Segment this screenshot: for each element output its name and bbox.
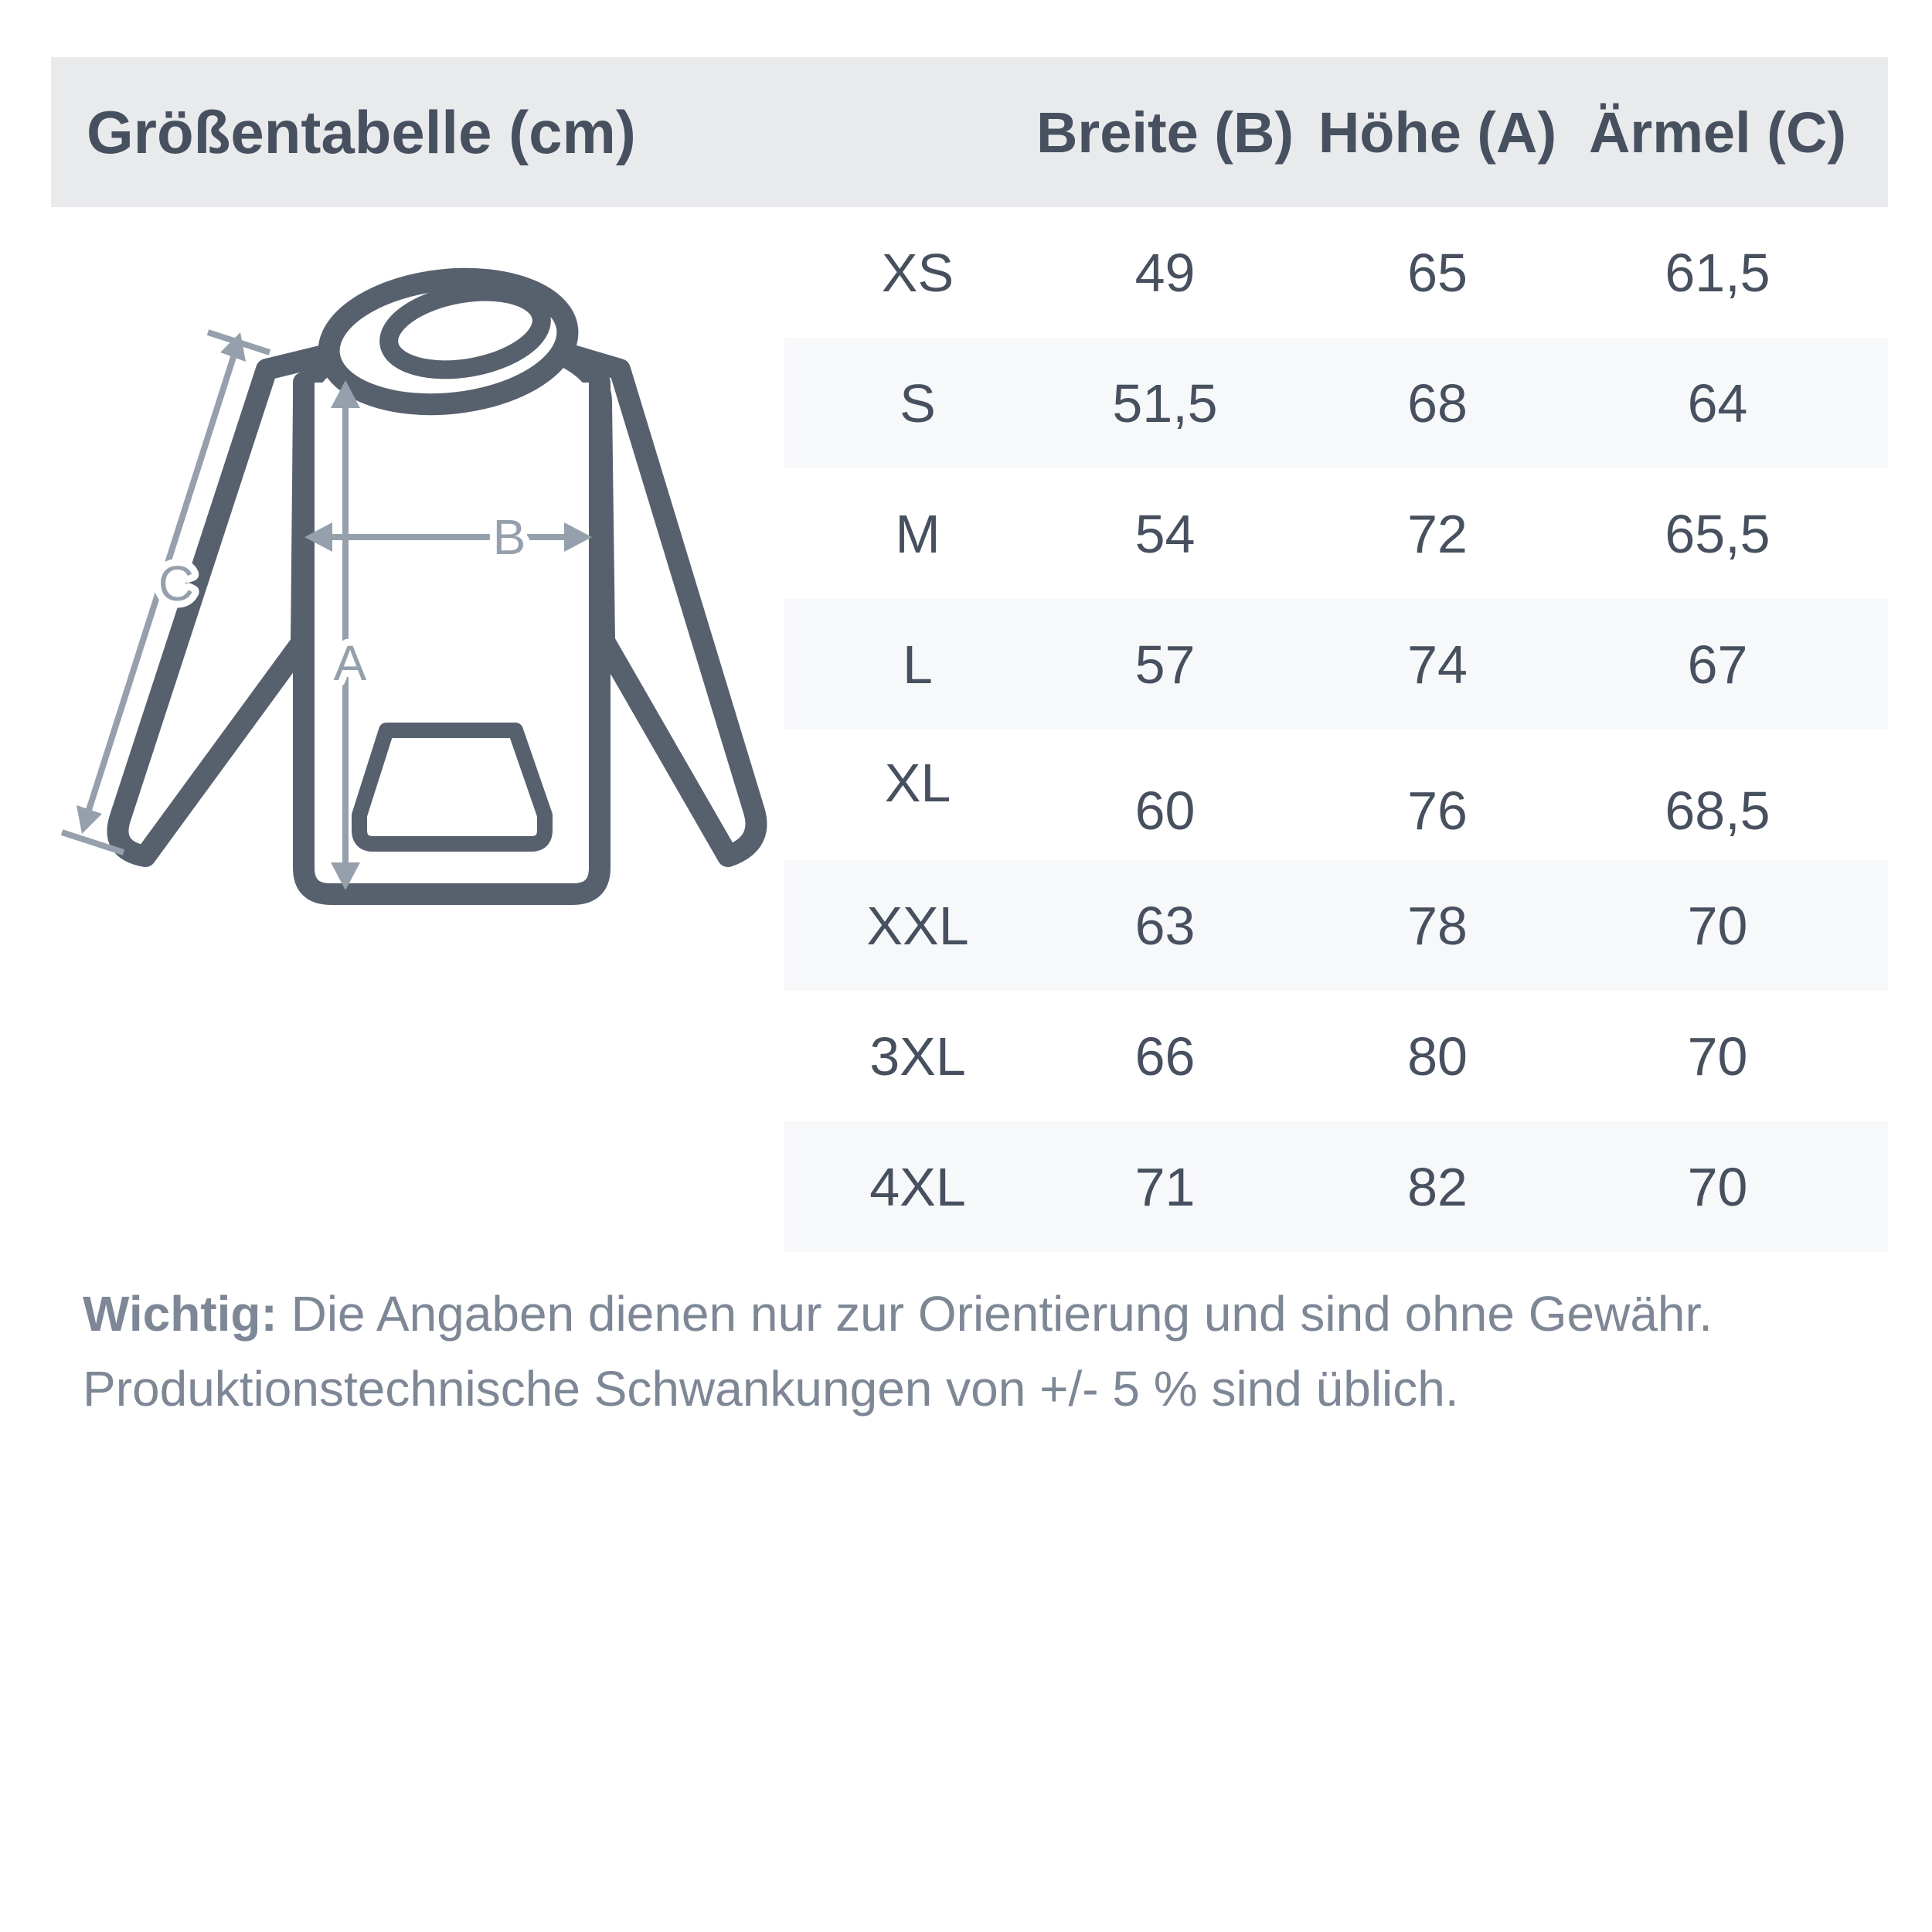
sleeve-dimension-label: C <box>158 556 194 611</box>
table-row: M 54 72 65,5 <box>784 468 1888 599</box>
width-dimension-label: B <box>493 509 526 565</box>
height-arrowhead-down <box>331 862 360 890</box>
hoehe-cell: 68 <box>1407 372 1468 434</box>
disclaimer-label: Wichtig: <box>83 1286 277 1342</box>
hoodie-pocket <box>352 723 553 852</box>
aermel-cell: 67 <box>1687 634 1748 695</box>
disclaimer-line-2: Produktionstechnische Schwankungen von +… <box>83 1361 1459 1417</box>
size-cell: S <box>900 372 936 434</box>
table-header: Größentabelle (cm) Breite (B) Höhe (A) Ä… <box>51 57 1888 207</box>
hoehe-cell: 78 <box>1407 895 1468 956</box>
aermel-cell: 64 <box>1687 372 1748 434</box>
breite-cell: 54 <box>1134 503 1196 564</box>
breite-cell: 60 <box>1134 780 1196 841</box>
breite-cell: 71 <box>1134 1156 1196 1217</box>
breite-cell: 57 <box>1134 634 1196 695</box>
size-cell: M <box>895 503 940 564</box>
width-arrowhead-right <box>564 522 592 552</box>
height-dimension-label: A <box>334 635 367 691</box>
table-row: XS 49 65 61,5 <box>784 207 1888 338</box>
page-title: Größentabelle (cm) <box>87 97 636 166</box>
aermel-cell: 61,5 <box>1665 242 1770 303</box>
table-row: L 57 74 67 <box>784 599 1888 730</box>
column-header-hoehe: Höhe (A) <box>1318 100 1557 165</box>
table-row: S 51,5 68 64 <box>784 338 1888 468</box>
height-arrowhead-up <box>331 380 360 408</box>
table-row: 4XL 71 82 70 <box>784 1121 1888 1252</box>
hoehe-cell: 82 <box>1407 1156 1468 1217</box>
sleeve-arrowhead-up <box>220 332 246 362</box>
table-row: XL 60 76 68,5 <box>784 730 1888 860</box>
hoehe-cell: 74 <box>1407 634 1468 695</box>
sleeve-arrowhead-down <box>77 805 102 834</box>
size-cell: 4XL <box>869 1156 966 1217</box>
aermel-cell: 70 <box>1687 895 1748 956</box>
column-header-breite: Breite (B) <box>1036 100 1294 165</box>
size-cell: XL <box>884 752 951 813</box>
hoehe-cell: 80 <box>1407 1026 1468 1087</box>
size-cell: L <box>903 634 933 695</box>
sleeve-dimension-bottom-tick <box>60 829 125 855</box>
breite-cell: 49 <box>1134 242 1196 303</box>
width-arrowhead-left <box>304 522 332 552</box>
size-cell: XXL <box>866 895 969 956</box>
hoodie-measurement-diagram: A B C <box>60 267 767 905</box>
disclaimer-text-1: Die Angaben dienen nur zur Orientierung … <box>277 1286 1713 1342</box>
hoehe-cell: 72 <box>1407 503 1468 564</box>
hoodie-hood-inner <box>379 282 551 379</box>
breite-cell: 66 <box>1134 1026 1196 1087</box>
table-row: 3XL 66 80 70 <box>784 991 1888 1121</box>
disclaimer-line-1: Wichtig: Die Angaben dienen nur zur Orie… <box>83 1277 1883 1352</box>
aermel-cell: 65,5 <box>1665 503 1770 564</box>
size-cell: XS <box>881 242 954 303</box>
column-header-aermel: Ärmel (C) <box>1588 100 1847 165</box>
disclaimer-note: Wichtig: Die Angaben dienen nur zur Orie… <box>83 1277 1883 1427</box>
aermel-cell: 70 <box>1687 1156 1748 1217</box>
column-headers: Breite (B) Höhe (A) Ärmel (C) <box>784 57 1888 207</box>
hoodie-right-sleeve <box>530 335 767 867</box>
aermel-cell: 68,5 <box>1665 780 1770 841</box>
size-cell: 3XL <box>869 1026 966 1087</box>
sleeve-dimension-line <box>86 355 236 811</box>
hoehe-cell: 76 <box>1407 780 1468 841</box>
breite-cell: 51,5 <box>1112 372 1218 434</box>
table-row: XXL 63 78 70 <box>784 860 1888 991</box>
breite-cell: 63 <box>1134 895 1196 956</box>
size-column-header <box>784 57 1051 207</box>
hoehe-cell: 65 <box>1407 242 1468 303</box>
aermel-cell: 70 <box>1687 1026 1748 1087</box>
